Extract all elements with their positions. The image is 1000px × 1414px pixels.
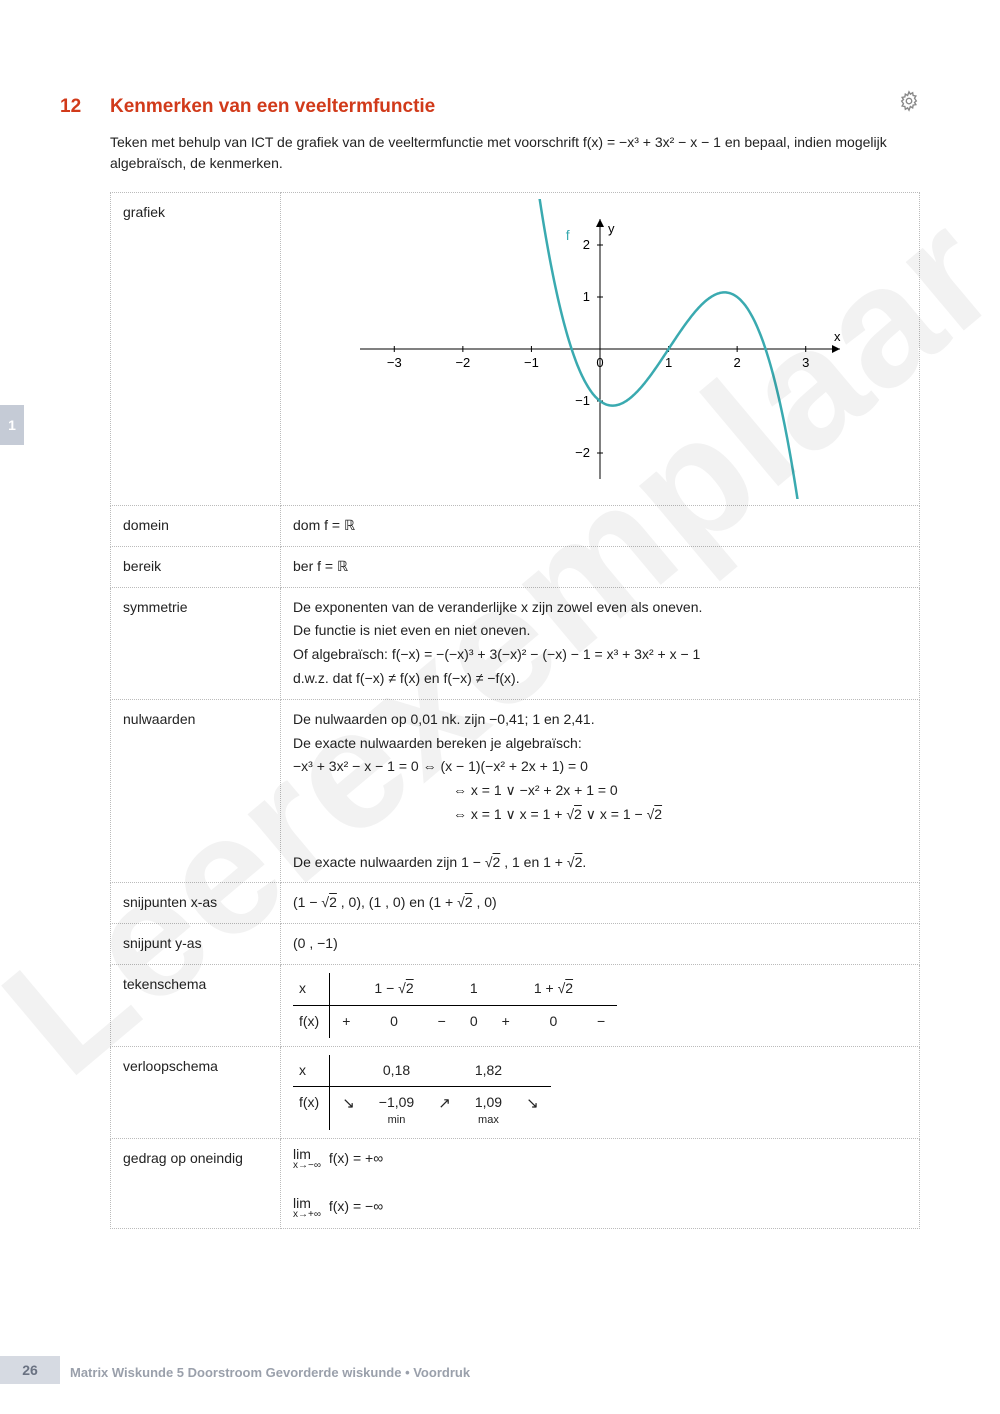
section-number: 12 xyxy=(60,96,110,118)
row-val-teken: x 1 − √2 1 1 + √2 f(x) + 0 − 0 xyxy=(281,964,920,1046)
row-val-snijy: (0 , −1) xyxy=(281,924,920,965)
svg-text:−2: −2 xyxy=(575,445,590,460)
intro-text: Teken met behulp van ICT de grafiek van … xyxy=(110,132,920,174)
page-number: 26 xyxy=(0,1356,60,1384)
svg-text:−1: −1 xyxy=(524,355,539,370)
svg-text:2: 2 xyxy=(583,237,590,252)
row-val-bereik: ber f = ℝ xyxy=(281,546,920,587)
section-title: Kenmerken van een veeltermfunctie xyxy=(110,96,898,118)
row-label-domein: domein xyxy=(111,506,281,547)
row-label-teken: tekenschema xyxy=(111,964,281,1046)
gear-icon xyxy=(898,90,920,112)
row-label-symmetrie: symmetrie xyxy=(111,587,281,699)
variation-table: x 0,18 1,82 f(x) ↘ −1,09min ↗ 1,09max ↘ xyxy=(293,1055,551,1131)
svg-text:−3: −3 xyxy=(387,355,402,370)
row-label-nulwaarden: nulwaarden xyxy=(111,699,281,883)
row-val-symmetrie: De exponenten van de veranderlijke x zij… xyxy=(281,587,920,699)
row-label-bereik: bereik xyxy=(111,546,281,587)
svg-text:y: y xyxy=(608,221,615,236)
row-val-snijx: (1 − √2 , 0), (1 , 0) en (1 + √2 , 0) xyxy=(281,883,920,924)
row-val-nulwaarden: De nulwaarden op 0,01 nk. zijn −0,41; 1 … xyxy=(281,699,920,883)
function-chart: −3 −2 −1 0 1 2 3 −2 −1 1 2 x y f xyxy=(340,199,860,499)
sign-table: x 1 − √2 1 1 + √2 f(x) + 0 − 0 xyxy=(293,973,617,1038)
svg-text:0: 0 xyxy=(596,355,603,370)
row-label-verloop: verloopschema xyxy=(111,1046,281,1139)
row-label-grafiek: grafiek xyxy=(111,193,281,506)
row-label-snijx: snijpunten x-as xyxy=(111,883,281,924)
svg-text:−2: −2 xyxy=(455,355,470,370)
properties-table: grafiek −3 −2 −1 0 1 2 3 −2 −1 1 2 x y f domein dom f… xyxy=(110,192,920,1229)
section-header: 12 Kenmerken van een veeltermfunctie xyxy=(60,90,920,118)
svg-text:1: 1 xyxy=(665,355,672,370)
svg-text:3: 3 xyxy=(802,355,809,370)
chart-cell: −3 −2 −1 0 1 2 3 −2 −1 1 2 x y f xyxy=(281,193,920,506)
side-chapter-tab: 1 xyxy=(0,405,24,445)
row-label-gedrag: gedrag op oneindig xyxy=(111,1139,281,1228)
row-label-snijy: snijpunt y-as xyxy=(111,924,281,965)
svg-text:2: 2 xyxy=(734,355,741,370)
svg-text:f: f xyxy=(566,227,570,243)
svg-text:−1: −1 xyxy=(575,393,590,408)
svg-text:x: x xyxy=(834,329,841,344)
footer-text: Matrix Wiskunde 5 Doorstroom Gevorderde … xyxy=(70,1365,470,1380)
row-val-domein: dom f = ℝ xyxy=(281,506,920,547)
svg-text:1: 1 xyxy=(583,289,590,304)
row-val-verloop: x 0,18 1,82 f(x) ↘ −1,09min ↗ 1,09max ↘ xyxy=(281,1046,920,1139)
row-val-gedrag: limx→−∞ f(x) = +∞ limx→+∞ f(x) = −∞ xyxy=(281,1139,920,1228)
